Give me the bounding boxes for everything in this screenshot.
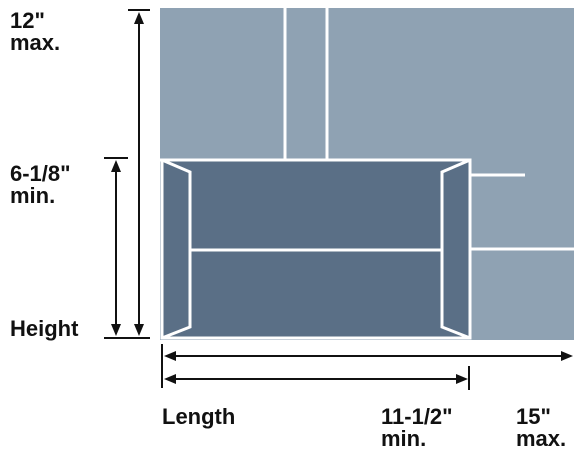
height-min-label: 6-1/8" min. xyxy=(10,163,71,207)
height-min-dimension xyxy=(104,157,128,339)
length-min-value: 11-1/2" xyxy=(381,404,453,429)
height-min-qualifier: min. xyxy=(10,183,56,208)
height-max-value: 12" xyxy=(10,8,45,33)
length-min-arrow-right xyxy=(456,374,468,384)
height-text: Height xyxy=(10,316,79,341)
height-min-value: 6-1/8" xyxy=(10,161,71,186)
height-max-qualifier: max. xyxy=(10,30,61,55)
length-min-arrow-left xyxy=(164,374,176,384)
min-envelope-flaps xyxy=(161,158,471,340)
height-min-arrow-up xyxy=(111,160,121,172)
height-max-label: 12" max. xyxy=(10,10,60,54)
length-max-dimension xyxy=(161,344,568,388)
length-max-label: 15" max. xyxy=(516,406,566,450)
height-min-arrow-down xyxy=(111,324,121,336)
length-max-value: 15" xyxy=(516,404,551,429)
length-max-arrow-left xyxy=(164,351,176,361)
height-max-dimension xyxy=(128,9,150,339)
length-min-label: 11-1/2" min. xyxy=(381,406,453,450)
height-max-arrow-down xyxy=(134,324,144,336)
length-text: Length xyxy=(162,404,236,429)
length-min-dimension xyxy=(168,366,470,390)
length-max-arrow-right xyxy=(561,351,573,361)
height-label: Height xyxy=(10,318,78,340)
length-label: Length xyxy=(162,406,235,428)
length-max-qualifier: max. xyxy=(516,426,567,451)
height-max-arrow-up xyxy=(134,12,144,24)
length-min-qualifier: min. xyxy=(381,426,427,451)
